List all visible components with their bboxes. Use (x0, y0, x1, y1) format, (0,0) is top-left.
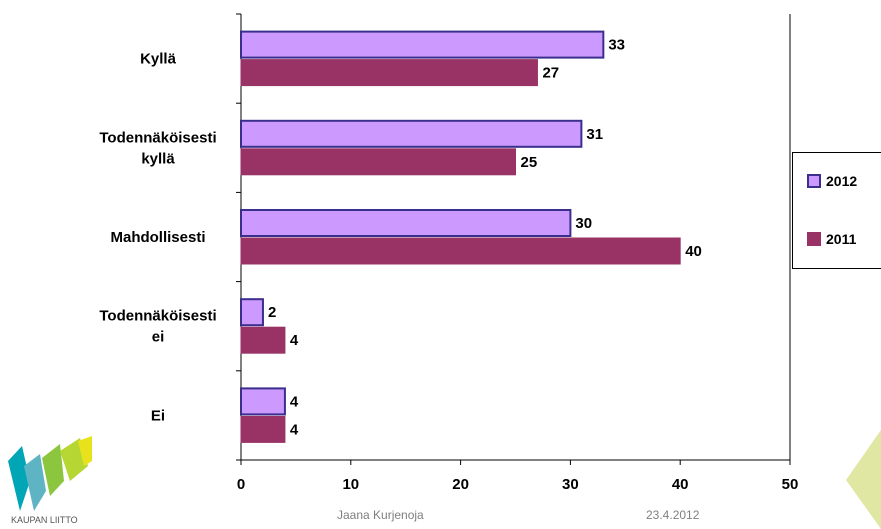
category-label-ei: Ei (151, 407, 165, 424)
logo-shape-5 (78, 436, 92, 466)
data-label-2012-mahdollisesti: 30 (575, 215, 592, 232)
data-label-2011-todennakoisesti-ei: 4 (290, 332, 299, 349)
x-tick-label: 30 (562, 476, 579, 493)
data-label-2012-todennakoisesti-ei: 2 (268, 304, 276, 321)
category-label-todennakoisesti-ei: Todennäköisesti (99, 308, 216, 325)
x-tick-label: 10 (342, 476, 359, 493)
data-label-2012-todennakoisesti-kylla: 31 (586, 126, 603, 143)
decorative-shape (846, 430, 881, 529)
x-tick-label: 0 (237, 476, 245, 493)
bar-2011-todennakoisesti-kylla (240, 148, 516, 176)
data-label-2011-kylla: 27 (542, 65, 559, 82)
logo-shape-2 (24, 454, 46, 511)
category-label-kylla: Kyllä (140, 51, 177, 68)
bar-2012-ei (240, 387, 286, 416)
bar-2012-todennakoisesti-kylla (240, 119, 583, 148)
bar-2012-kylla (240, 30, 605, 59)
kaupan-liitto-logo (8, 436, 92, 511)
legend-item-2012: 2012 (807, 173, 857, 189)
footer-date: 23.4.2012 (646, 508, 700, 522)
logo-shape-3 (42, 444, 64, 496)
category-label-todennakoisesti-kylla: kyllä (141, 150, 175, 167)
legend-label-2012: 2012 (826, 173, 858, 189)
bar-2011-mahdollisesti (240, 237, 681, 265)
legend-item-2011: 2011 (807, 231, 856, 247)
data-label-2012-kylla: 33 (608, 37, 625, 54)
legend-swatch-2011 (807, 232, 821, 246)
data-label-2011-ei: 4 (290, 421, 299, 438)
bar-2011-ei (240, 415, 286, 443)
category-label-todennakoisesti-kylla: Todennäköisesti (99, 129, 216, 146)
category-label-todennakoisesti-ei: ei (152, 329, 165, 346)
x-tick-label: 50 (782, 476, 799, 493)
logo-text: KAUPAN LIITTO (11, 515, 78, 525)
x-tick-label: 40 (672, 476, 689, 493)
footer-author: Jaana Kurjenoja (337, 508, 424, 522)
legend-label-2011: 2011 (826, 231, 857, 247)
bar-2011-todennakoisesti-ei (240, 326, 286, 354)
bar-2012-todennakoisesti-ei (240, 298, 264, 327)
x-tick-label: 20 (452, 476, 469, 493)
legend-swatch-2012 (807, 174, 821, 188)
logo-shape-1 (8, 446, 30, 511)
data-label-2012-ei: 4 (290, 393, 299, 410)
category-label-mahdollisesti: Mahdollisesti (110, 229, 205, 246)
decorative-triangle (846, 430, 881, 529)
bar-2011-kylla (240, 59, 538, 87)
data-label-2011-mahdollisesti: 40 (685, 243, 702, 260)
data-label-2011-todennakoisesti-kylla: 25 (521, 154, 538, 171)
bar-2012-mahdollisesti (240, 209, 572, 237)
legend: 2012 2011 (792, 152, 881, 269)
